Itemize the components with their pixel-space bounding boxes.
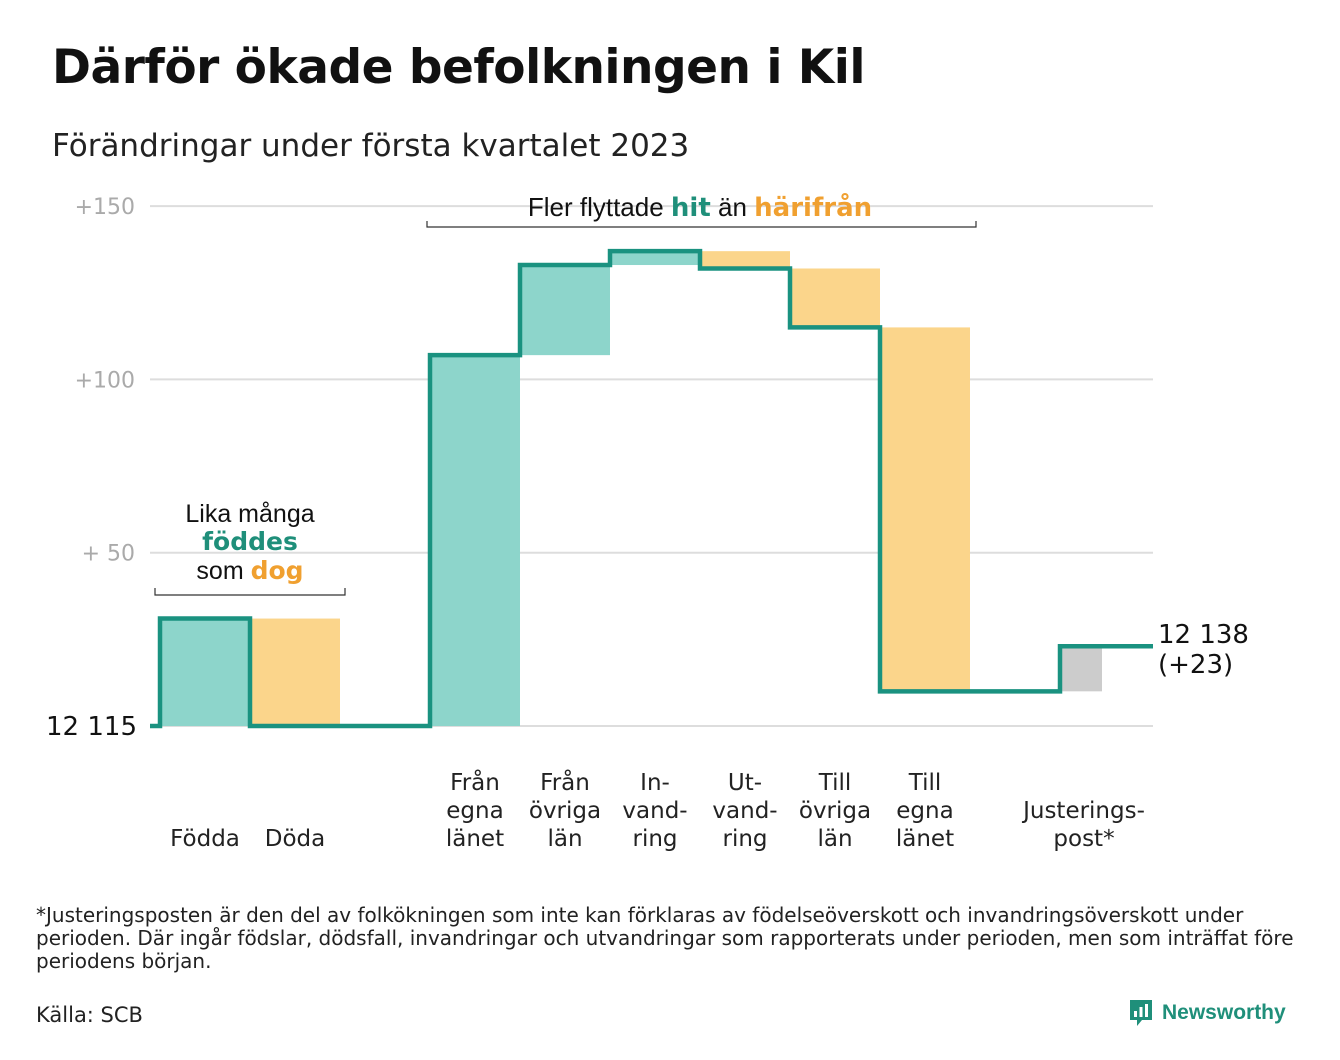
newsworthy-logo: Newsworthy: [1128, 998, 1286, 1028]
moves-annotation-text: än: [711, 192, 754, 222]
births-annotation-text: som: [196, 557, 250, 585]
baseline-label: 12 115: [46, 712, 137, 742]
end-value-label: 12 138: [1158, 620, 1249, 650]
moves-annotation: Fler flyttade hit än härifrån: [528, 191, 872, 223]
category-label: egna: [896, 798, 953, 824]
bar: [520, 265, 610, 356]
moves-annotation-highlight: härifrån: [754, 191, 872, 223]
y-tick-label: +100: [75, 368, 135, 393]
logo-text: Newsworthy: [1162, 1001, 1286, 1024]
category-label: övriga: [529, 798, 601, 824]
category-label: vand-: [622, 798, 687, 824]
births-bracket: [154, 588, 346, 596]
category-label: Döda: [265, 826, 325, 852]
chart-subtitle: Förändringar under första kvartalet 2023: [52, 128, 690, 164]
births-annotation-highlight: föddes: [202, 527, 298, 556]
bar: [160, 618, 250, 726]
category-label: Till: [818, 770, 852, 796]
category-label: länet: [446, 826, 504, 852]
footnote: *Justeringsposten är den del av folkökni…: [36, 903, 1294, 973]
chart-bubble-icon: [1130, 1000, 1152, 1026]
moves-annotation-highlight: hit: [671, 193, 711, 223]
category-label: Till: [908, 770, 942, 796]
moves-annotation-text: Fler flyttade: [528, 192, 671, 222]
category-label: In-: [640, 770, 670, 796]
category-label: vand-: [712, 798, 777, 824]
category-label: Från: [540, 768, 590, 796]
category-label: länet: [896, 826, 954, 852]
bar: [700, 251, 790, 269]
births-annotation-line3: som dog: [196, 556, 303, 585]
births-annotation-line1: Lika många: [185, 500, 314, 528]
bar: [790, 268, 880, 328]
category-label: län: [817, 826, 852, 852]
category-label: övriga: [799, 798, 871, 824]
cumulative-step-line: [150, 248, 1153, 729]
moves-bracket: [426, 221, 977, 228]
bar: [610, 251, 700, 266]
category-label: post*: [1053, 826, 1114, 852]
bar: [880, 327, 970, 692]
bar: [250, 618, 340, 726]
end-value-label: (+23): [1158, 650, 1233, 680]
y-tick-label: + 50: [82, 542, 135, 567]
category-label: ring: [722, 826, 767, 852]
bar: [1060, 646, 1102, 692]
category-label: Från: [450, 768, 500, 796]
source-label: Källa: SCB: [36, 1003, 143, 1027]
category-label: egna: [446, 798, 503, 824]
category-label: Ut-: [728, 770, 762, 796]
births-annotation-highlight: dog: [251, 556, 304, 585]
chart-title: Därför ökade befolkningen i Kil: [52, 40, 865, 95]
category-label: Justerings-: [1021, 798, 1145, 824]
y-tick-label: +150: [75, 195, 135, 220]
bar: [430, 355, 520, 726]
category-label: län: [547, 826, 582, 852]
category-label: Födda: [170, 826, 240, 852]
category-label: ring: [632, 826, 677, 852]
